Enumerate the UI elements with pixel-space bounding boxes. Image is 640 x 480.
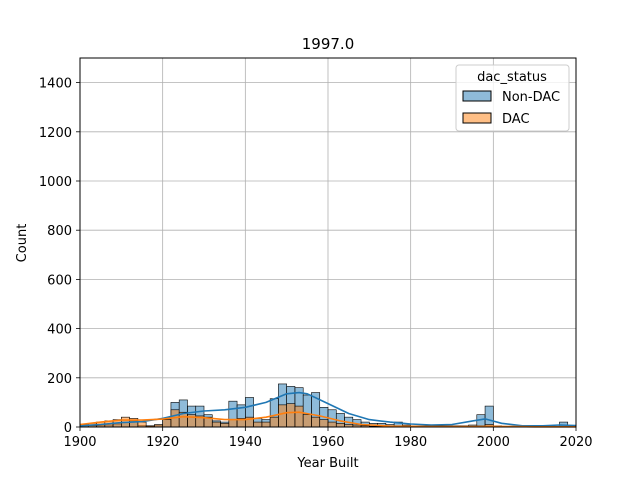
axis-ticks: 1900 1920 1940 1960 1980 2000 2020 0 200 400 600 80… (39, 77, 593, 450)
x-tick-label: 1920 (146, 435, 179, 450)
bar-dac (319, 419, 329, 428)
x-tick-label: 1940 (229, 435, 262, 450)
bar-non-dac (476, 414, 486, 428)
bar-dac (327, 421, 337, 428)
bar-dac (162, 419, 172, 428)
legend-swatch-non-dac (462, 90, 492, 102)
bar-dac (253, 421, 263, 428)
kde-line-non-dac (79, 391, 577, 427)
legend-label-non-dac: Non-DAC (502, 90, 560, 105)
y-tick-label: 400 (47, 323, 72, 338)
bar-dac (220, 423, 230, 428)
bar-dac (261, 421, 271, 428)
chart-title: 1997.0 (302, 35, 355, 53)
legend: dac_status Non-DAC DAC (455, 64, 570, 132)
x-tick-label: 1960 (311, 435, 344, 450)
x-tick-label: 2000 (477, 435, 510, 450)
bar-dac (211, 421, 221, 428)
bar-dac (137, 421, 147, 428)
x-tick-label: 1980 (394, 435, 427, 450)
x-axis-label: Year Built (296, 456, 358, 471)
x-tick-label: 2020 (559, 435, 592, 450)
bar-dac (286, 403, 296, 428)
bar-dac (294, 405, 304, 428)
y-axis-label: Count (15, 224, 30, 263)
y-tick-label: 1400 (39, 77, 72, 92)
y-tick-label: 200 (47, 372, 72, 387)
legend-label-dac: DAC (502, 112, 530, 127)
y-tick-label: 1200 (39, 126, 72, 141)
bar-dac (335, 423, 345, 428)
y-tick-label: 0 (64, 421, 72, 436)
x-tick-label: 1900 (63, 435, 96, 450)
y-tick-label: 1000 (39, 175, 72, 190)
bar-dac (269, 416, 279, 428)
y-tick-label: 800 (47, 224, 72, 239)
legend-swatch-dac (462, 112, 492, 124)
bar-dac (278, 404, 287, 428)
legend-title: dac_status (477, 70, 547, 85)
bar-dac (302, 414, 312, 428)
y-tick-label: 600 (47, 273, 72, 288)
bar-dac (228, 419, 238, 428)
bar-dac (311, 416, 321, 428)
bar-non-dac (484, 405, 494, 428)
